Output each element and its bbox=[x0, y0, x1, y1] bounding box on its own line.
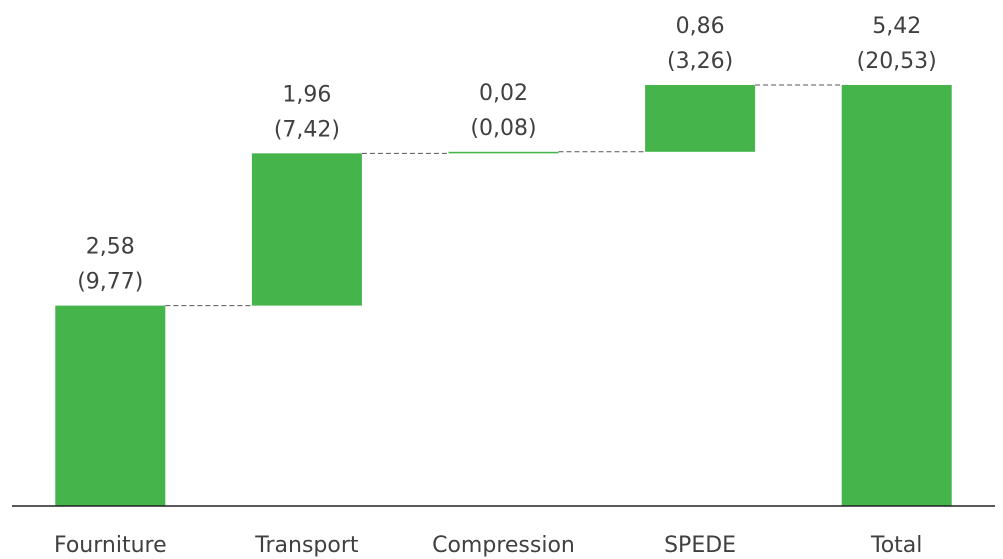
bar bbox=[841, 85, 952, 506]
secondary-label: (0,08) bbox=[470, 116, 536, 141]
value-label: 5,42 bbox=[872, 14, 921, 39]
value-label: 2,58 bbox=[86, 235, 135, 260]
x-tick-label: Transport bbox=[254, 533, 359, 558]
value-label: 0,02 bbox=[479, 81, 528, 106]
value-label: 0,86 bbox=[676, 14, 725, 39]
x-tick-label: Compression bbox=[432, 533, 575, 558]
secondary-label: (7,42) bbox=[274, 117, 340, 142]
bar bbox=[645, 85, 756, 152]
x-tick-label: SPEDE bbox=[664, 533, 736, 558]
secondary-label: (20,53) bbox=[857, 49, 937, 74]
bar bbox=[448, 151, 559, 154]
bar bbox=[55, 305, 166, 506]
bar bbox=[251, 153, 362, 306]
secondary-label: (9,77) bbox=[77, 270, 143, 295]
x-tick-label: Fourniture bbox=[54, 533, 167, 558]
value-label: 1,96 bbox=[282, 82, 331, 107]
secondary-label: (3,26) bbox=[667, 49, 733, 74]
x-tick-label: Total bbox=[870, 533, 922, 558]
